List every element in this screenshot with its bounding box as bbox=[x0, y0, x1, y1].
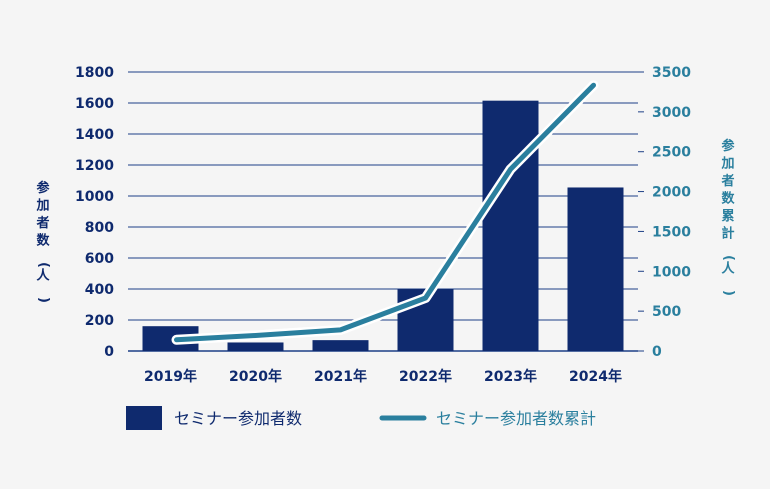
right-tick-label: 0 bbox=[652, 344, 662, 360]
legend-bar-swatch bbox=[126, 406, 162, 430]
gridlines bbox=[128, 71, 638, 352]
x-tick-label: 2020年 bbox=[229, 368, 282, 385]
left-tick-label: 1600 bbox=[75, 96, 114, 112]
x-tick-label: 2021年 bbox=[314, 368, 367, 385]
legend-bar-label: セミナー参加者数 bbox=[174, 409, 302, 428]
left-tick-label: 1200 bbox=[75, 158, 114, 174]
left-tick-label: 1400 bbox=[75, 127, 114, 143]
x-tick-label: 2023年 bbox=[484, 368, 537, 385]
left-tick-label: 1800 bbox=[75, 65, 114, 81]
legend-line-label: セミナー参加者数累計 bbox=[436, 409, 596, 428]
right-tick-label: 1000 bbox=[652, 264, 691, 280]
x-tick-label: 2022年 bbox=[399, 368, 452, 385]
right-tick-label: 2000 bbox=[652, 185, 691, 201]
right-tick-label: 3000 bbox=[652, 105, 691, 121]
left-tick-label: 600 bbox=[85, 251, 114, 267]
bar bbox=[227, 342, 284, 351]
bar bbox=[482, 100, 539, 351]
right-tick-label: 500 bbox=[652, 304, 681, 320]
bar bbox=[567, 187, 624, 351]
right-tick-label: 3500 bbox=[652, 65, 691, 81]
right-tick-label: 1500 bbox=[652, 224, 691, 240]
legend: セミナー参加者数 セミナー参加者数累計 bbox=[126, 406, 596, 430]
left-tick-label: 1000 bbox=[75, 189, 114, 205]
cumulative-line bbox=[174, 82, 596, 343]
left-tick-label: 400 bbox=[85, 282, 114, 298]
right-axis-label: 参加者数累計(人) bbox=[720, 138, 736, 296]
left-tick-label: 0 bbox=[104, 344, 114, 360]
right-tick-label: 2500 bbox=[652, 145, 691, 161]
left-tick-label: 200 bbox=[85, 313, 114, 329]
left-axis-label: 参加者数(人) bbox=[35, 180, 51, 303]
bar bbox=[312, 340, 369, 351]
axes: 0 200 400 600 800 1000 1200 1400 1600 1800 0 500 100… bbox=[75, 65, 691, 385]
line-series bbox=[171, 80, 599, 345]
x-tick-label: 2019年 bbox=[144, 368, 197, 385]
x-tick-label: 2024年 bbox=[569, 368, 622, 385]
left-tick-label: 800 bbox=[85, 220, 114, 236]
